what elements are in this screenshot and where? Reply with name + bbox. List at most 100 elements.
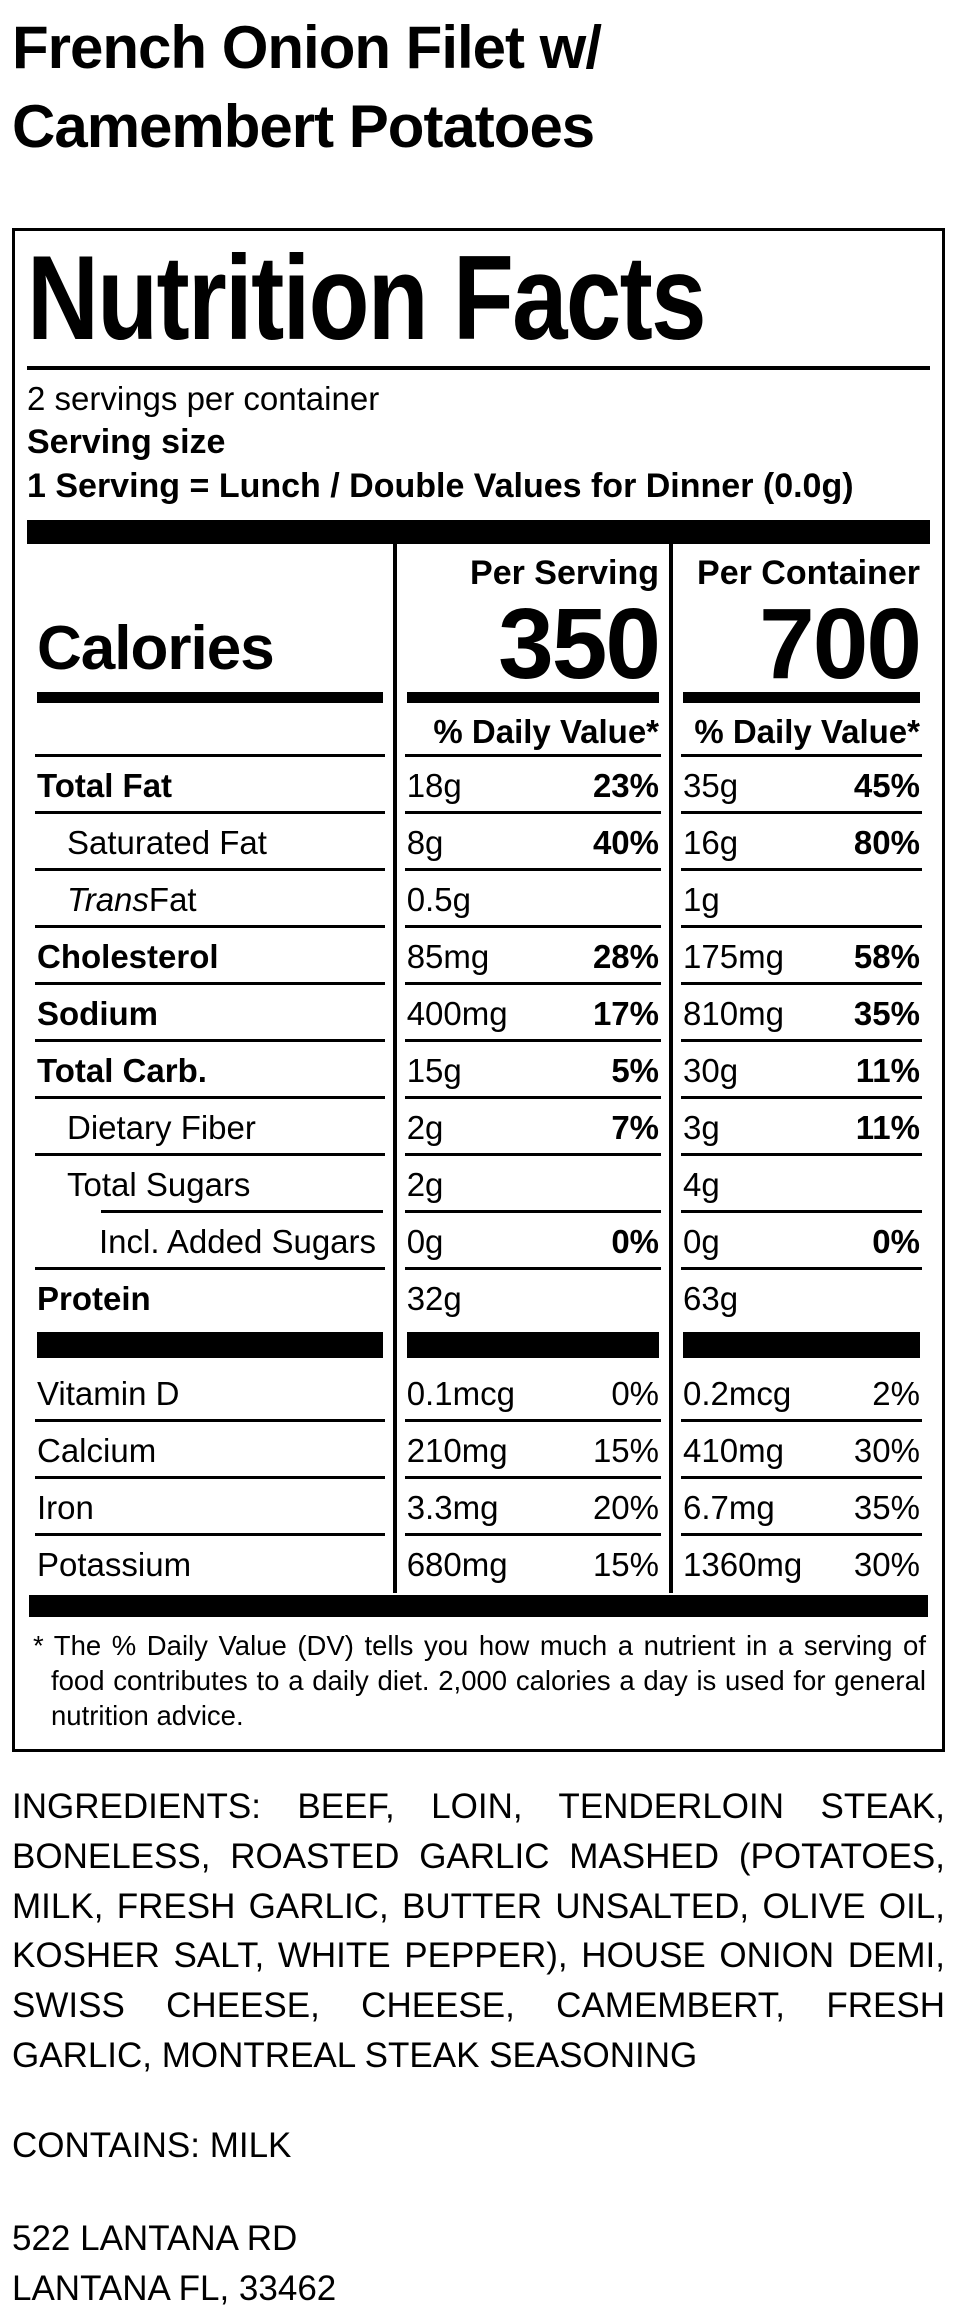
- nutrient-amount: 210mg: [406, 1431, 508, 1469]
- nutrient-amount: 0g: [406, 1222, 444, 1260]
- contains-text: CONTAINS: MILK: [12, 2126, 292, 2166]
- nutrient-container: 0.2mcg 2%: [669, 1365, 930, 1423]
- bar: [37, 692, 383, 704]
- nutrient-amount: 4g: [683, 1165, 720, 1203]
- nutrient-serving: 8g 40%: [392, 814, 670, 872]
- nutrient-dv: 0%: [611, 1374, 660, 1412]
- product-title: French Onion Filet w/ Camembert Potatoes: [12, 14, 602, 161]
- nutrient-serving: 2g: [392, 1156, 670, 1214]
- nutrient-container: 1g: [669, 871, 930, 929]
- nutrient-label: Dietary Fiber: [27, 1099, 393, 1157]
- ingredients-text: INGREDIENTS: BEEF, LOIN, TENDERLOIN STEA…: [12, 1787, 945, 2075]
- per-container-calories: 700: [759, 588, 922, 701]
- nutrient-serving: 3.3mg 20%: [392, 1479, 670, 1537]
- nutrient-label: Protein: [37, 1279, 151, 1317]
- nutrient-dv: 28%: [592, 937, 660, 975]
- column-bar: [669, 690, 930, 708]
- nutrient-dv: 45%: [853, 766, 920, 804]
- nutrient-amount: 32g: [406, 1279, 462, 1317]
- nutrient-container: 35g 45%: [669, 757, 930, 815]
- calories-per-serving: Per Serving 350: [392, 544, 669, 701]
- nutrient-amount: 680mg: [406, 1545, 508, 1583]
- nutrient-dv: 17%: [592, 994, 660, 1032]
- nutrient-container: 410mg 30%: [669, 1422, 930, 1480]
- nutrient-container: 30g 11%: [669, 1042, 930, 1100]
- nutrient-amount: 3g: [683, 1108, 720, 1146]
- nutrient-label: Calcium: [27, 1422, 393, 1480]
- nutrition-grid: Calories Per Serving 350 Per Container 7…: [27, 544, 930, 1594]
- nutrient-serving: 2g 7%: [392, 1099, 670, 1157]
- thick-bar: [29, 1595, 928, 1618]
- nutrient-container: 1360mg 30%: [669, 1536, 930, 1594]
- nutrient-amount: 85mg: [406, 937, 490, 975]
- nutrient-dv: 5%: [611, 1051, 660, 1089]
- nutrient-amount: 0.5g: [406, 880, 471, 918]
- calories-label: Calories: [37, 614, 275, 684]
- nutrient-amount: 3.3mg: [406, 1488, 499, 1526]
- nutrient-label: Vitamin D: [27, 1365, 393, 1423]
- servings-per-container: 2 servings per container: [27, 379, 380, 417]
- nutrient-dv: 30%: [853, 1431, 920, 1469]
- per-container-header: Per Container: [697, 554, 920, 593]
- bar: [683, 1332, 920, 1359]
- nutrient-amount: 63g: [683, 1279, 739, 1317]
- nutrient-amount: 8g: [406, 823, 444, 861]
- serving-size-value: 1 Serving = Lunch / Double Values for Di…: [27, 467, 854, 506]
- nutrient-dv: 15%: [592, 1545, 660, 1583]
- nutrient-label: Iron: [27, 1479, 393, 1537]
- nutrient-container: 63g: [669, 1270, 930, 1328]
- nutrient-amount: 410mg: [683, 1431, 784, 1469]
- nutrient-dv: 58%: [853, 937, 920, 975]
- dv-header-container: % Daily Value*: [669, 707, 930, 758]
- nutrient-label: Cholesterol: [27, 928, 393, 986]
- nutrient-serving: 400mg 17%: [392, 985, 670, 1043]
- nutrient-dv: 40%: [592, 823, 660, 861]
- nutrient-label: Trans Fat: [27, 871, 393, 929]
- nutrition-facts-panel: Nutrition Facts 2 servings per container…: [12, 228, 945, 1753]
- bar: [406, 692, 660, 704]
- nutrient-dv: 80%: [853, 823, 920, 861]
- nutrient-amount: 810mg: [683, 994, 784, 1032]
- nutrient-dv: 23%: [592, 766, 660, 804]
- nutrient-amount: 0g: [683, 1222, 720, 1260]
- nutrient-serving: 0g 0%: [392, 1213, 670, 1271]
- nutrient-amount: 6.7mg: [683, 1488, 775, 1526]
- nutrient-dv: 30%: [853, 1545, 920, 1583]
- nutrient-amount: 2g: [406, 1108, 444, 1146]
- nutrient-amount: 35g: [683, 766, 739, 804]
- nutrient-dv: 11%: [855, 1051, 920, 1089]
- nutrient-label: Potassium: [37, 1545, 192, 1583]
- column-bar: [27, 1327, 393, 1365]
- dv-header-spacer: [27, 707, 393, 758]
- bar: [37, 1332, 383, 1359]
- nutrient-amount: 1360mg: [683, 1545, 803, 1583]
- nutrient-dv: 35%: [853, 1488, 920, 1526]
- nutrient-container: 4g: [669, 1156, 930, 1214]
- footnote: * The % Daily Value (DV) tells you how m…: [33, 1630, 926, 1731]
- nutrient-label: Total Fat: [27, 757, 393, 815]
- per-serving-calories: 350: [498, 588, 661, 701]
- nutrient-dv: 0%: [611, 1222, 660, 1260]
- bar: [406, 1332, 660, 1359]
- nutrient-amount: 2g: [406, 1165, 444, 1203]
- nutrient-label-rest: Fat: [148, 880, 197, 918]
- nutrient-amount: 1g: [683, 880, 720, 918]
- nutrient-dv: 20%: [592, 1488, 660, 1526]
- nutrient-serving: 680mg 15%: [392, 1536, 669, 1594]
- nutrient-label: Incl. Added Sugars: [27, 1213, 393, 1271]
- nutrient-amount: 400mg: [406, 994, 508, 1032]
- nutrient-amount: 16g: [683, 823, 739, 861]
- column-bar: [392, 1327, 669, 1366]
- nutrient-amount: 0.1mcg: [406, 1374, 515, 1412]
- nutrient-label: Total Sugars: [27, 1156, 393, 1214]
- calories-per-container: Per Container 700: [669, 544, 930, 701]
- nutrient-serving: 18g 23%: [392, 757, 670, 815]
- nutrient-amount: 175mg: [683, 937, 784, 975]
- nutrient-dv: 0%: [872, 1222, 920, 1260]
- column-bar: [669, 1327, 930, 1366]
- nutrient-amount: 0.2mcg: [683, 1374, 792, 1412]
- dv-header-serving: % Daily Value*: [392, 707, 670, 758]
- thick-bar: [27, 520, 930, 545]
- nutrient-dv: 7%: [611, 1108, 660, 1146]
